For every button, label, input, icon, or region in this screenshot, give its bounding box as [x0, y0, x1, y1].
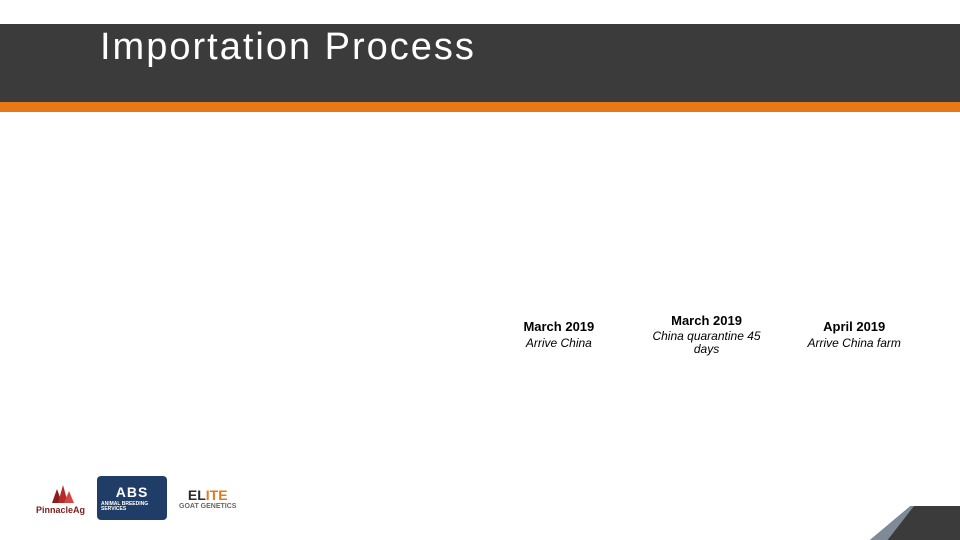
step-desc: On-farm testing required [67, 337, 165, 347]
process-step: Dec 2017 Deposit payment received [167, 175, 288, 235]
step-desc: China quarantine 45 days [645, 330, 769, 356]
step-date: September 2018 [826, 194, 903, 205]
step-date: April 2019 [823, 320, 885, 334]
slide-root: Importation Process Dec 2017 Contract Sig… [0, 0, 960, 540]
step-desc: Arrive China farm [808, 337, 901, 350]
process-step: June 2018 Further Security Payment requir… [420, 175, 541, 235]
step-desc: Letter of Credit required [817, 207, 912, 217]
process-step: Jan 2018 NZ Breeding Forward Contract [293, 175, 414, 235]
title-band: Importation Process [0, 24, 960, 102]
process-step: April 2019 Arrive China farm [778, 305, 920, 365]
logo-strip: PinnacleAg ABS ANIMAL BREEDING SERVICES … [36, 476, 236, 520]
accent-bar [0, 102, 960, 112]
process-row-0: Dec 2017 Contract Signing Dec 2017 Deposit … [40, 170, 920, 240]
logo-abs-sub: ANIMAL BREEDING SERVICES [101, 502, 163, 512]
step-date: March 2019 [523, 320, 594, 334]
pinnacle-icon [48, 481, 74, 503]
process-step: July–Jan 2018 Does reared & farmed for pu… [673, 175, 794, 235]
step-desc: Further Security Payment required [434, 202, 537, 222]
process-rows: Dec 2017 Contract Signing Dec 2017 Deposit … [40, 170, 920, 430]
step-desc: NZ Breeding Forward Contract [307, 202, 410, 222]
logo-abs: ABS ANIMAL BREEDING SERVICES [97, 476, 167, 520]
process-step: Feb 2019 Start of pre-export isolation NZ [188, 305, 330, 365]
step-date: June 2018 [461, 189, 509, 200]
process-step: March 2019 China quarantine 45 days [631, 305, 773, 365]
logo-elite-post: ITE [206, 487, 228, 503]
step-desc: Deposit payment received [181, 202, 284, 222]
process-step: Dec 2017 Contract Signing [40, 175, 161, 235]
process-step: March 2019 Aircraft Consignment [335, 305, 477, 365]
logo-abs-label: ABS [116, 484, 149, 500]
step-desc: Arrive China [526, 337, 592, 350]
logo-pinnacle-label: PinnacleAg [36, 505, 85, 515]
step-date: June/July 2018 [576, 194, 647, 205]
step-desc: Contract Signing [72, 207, 139, 217]
logo-elite-pre: EL [188, 487, 206, 503]
logo-elite: ELITE GOAT GENETICS [179, 476, 236, 520]
process-step: March 2019 Arrive China [483, 305, 625, 365]
process-step: January 2019 On-farm testing required [40, 305, 182, 365]
step-desc: Start of pre-export isolation NZ [202, 337, 325, 347]
corner-accent [870, 506, 960, 540]
process-step: June/July 2018 Does born in NZ [546, 175, 667, 235]
step-desc: Does reared & farmed for purchaser [687, 202, 790, 222]
process-row-1: January 2019 On-farm testing required Feb … [40, 300, 920, 370]
logo-elite-sub: GOAT GENETICS [179, 503, 236, 510]
step-date: Dec 2017 [210, 189, 253, 200]
step-date: March 2019 [671, 314, 742, 328]
step-desc: Aircraft Consignment [369, 337, 453, 347]
step-date: March 2019 [384, 324, 438, 335]
step-date: Jan 2018 [337, 189, 379, 200]
step-date: Dec 2017 [84, 194, 127, 205]
step-date: July–Jan 2018 [704, 189, 772, 200]
process-step: September 2018 Letter of Credit required [799, 175, 920, 235]
step-desc: Does born in NZ [579, 207, 645, 217]
logo-pinnacle: PinnacleAg [36, 476, 85, 520]
step-date: January 2019 [84, 324, 147, 335]
page-title: Importation Process [100, 26, 476, 69]
step-date: Feb 2019 [242, 324, 285, 335]
